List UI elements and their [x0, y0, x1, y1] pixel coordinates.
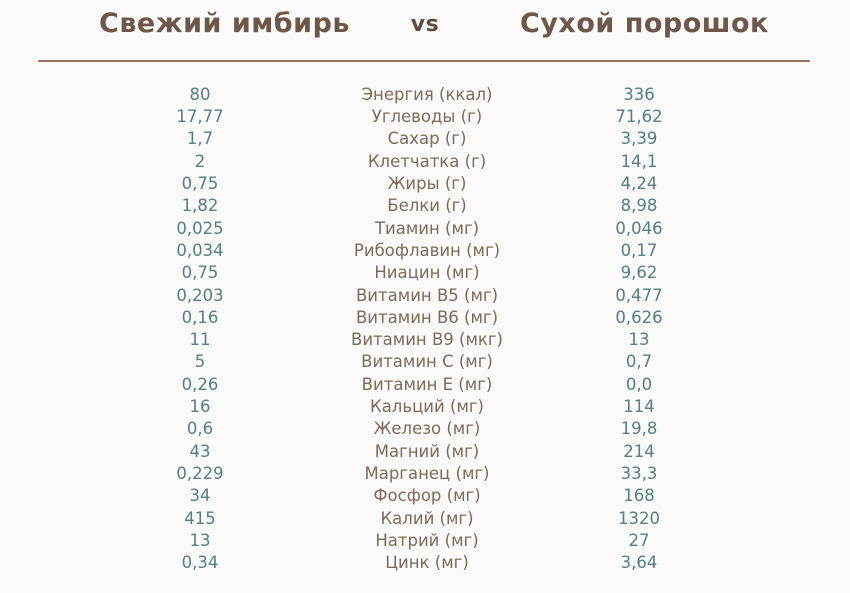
table-row: 43 Магний (мг) 214 — [0, 441, 850, 463]
right-column-title: Сухой порошок — [520, 8, 769, 39]
fresh-value: 11 — [189, 330, 211, 350]
dry-value: 0,626 — [615, 307, 663, 327]
table-row: 5 Витамин C (мг) 0,7 — [0, 352, 850, 374]
dry-value: 0,0 — [625, 374, 653, 394]
dry-value: 214 — [623, 441, 655, 461]
fresh-value: 80 — [189, 84, 211, 104]
nutrient-label: Калий (мг) — [380, 508, 474, 528]
nutrient-label: Витамин E (мг) — [361, 374, 493, 394]
dry-value: 0,17 — [620, 240, 658, 260]
fresh-value: 0,34 — [181, 553, 219, 573]
vs-label: vs — [410, 12, 440, 37]
fresh-value: 0,025 — [176, 218, 224, 238]
fresh-value: 0,75 — [181, 263, 219, 283]
dry-value: 0,477 — [615, 285, 663, 305]
table-row: 415 Калий (мг) 1320 — [0, 508, 850, 530]
nutrient-label: Сахар (г) — [387, 129, 467, 149]
fresh-value: 0,203 — [176, 285, 224, 305]
fresh-value: 0,75 — [181, 174, 219, 194]
table-row: 0,034 Рибофлавин (мг) 0,17 — [0, 240, 850, 262]
fresh-value: 13 — [189, 530, 211, 550]
table-row: 80 Энергия (ккал) 336 — [0, 84, 850, 106]
table-row: 0,229 Марганец (мг) 33,3 — [0, 463, 850, 485]
fresh-value: 1,82 — [181, 196, 219, 216]
nutrition-table: 80 Энергия (ккал) 336 17,77 Углеводы (г) 71,6… — [0, 84, 850, 575]
fresh-value: 0,26 — [181, 374, 219, 394]
dry-value: 13 — [628, 330, 650, 350]
fresh-value: 34 — [189, 486, 211, 506]
nutrient-label: Рибофлавин (мг) — [353, 240, 501, 260]
table-row: 2 Клетчатка (г) 14,1 — [0, 151, 850, 173]
nutrient-label: Марганец (мг) — [364, 463, 490, 483]
table-row: 0,203 Витамин B5 (мг) 0,477 — [0, 285, 850, 307]
dry-value: 1320 — [618, 508, 660, 528]
dry-value: 0,046 — [615, 218, 663, 238]
fresh-value: 43 — [189, 441, 211, 461]
dry-value: 19,8 — [620, 419, 658, 439]
comparison-header: Свежий имбирь vs Сухой порошок — [0, 8, 850, 48]
table-row: 34 Фосфор (мг) 168 — [0, 485, 850, 507]
table-row: 0,025 Тиамин (мг) 0,046 — [0, 218, 850, 240]
fresh-value: 1,7 — [186, 129, 214, 149]
dry-value: 3,39 — [620, 129, 658, 149]
nutrient-label: Витамин B9 (мкг) — [351, 330, 503, 350]
nutrient-label: Ниацин (мг) — [374, 263, 480, 283]
table-row: 1,82 Белки (г) 8,98 — [0, 195, 850, 217]
table-row: 0,75 Жиры (г) 4,24 — [0, 173, 850, 195]
table-row: 0,75 Ниацин (мг) 9,62 — [0, 262, 850, 284]
fresh-value: 0,16 — [181, 307, 219, 327]
dry-value: 9,62 — [620, 263, 658, 283]
nutrient-label: Магний (мг) — [374, 441, 480, 461]
nutrient-label: Витамин B6 (мг) — [355, 307, 499, 327]
fresh-value: 0,6 — [186, 419, 214, 439]
nutrient-label: Витамин B5 (мг) — [355, 285, 499, 305]
fresh-value: 415 — [184, 508, 216, 528]
nutrient-label: Натрий (мг) — [375, 530, 479, 550]
nutrient-label: Клетчатка (г) — [367, 151, 487, 171]
table-row: 16 Кальций (мг) 114 — [0, 396, 850, 418]
left-column-title: Свежий имбирь — [99, 8, 350, 39]
dry-value: 336 — [623, 84, 655, 104]
nutrient-label: Тиамин (мг) — [374, 218, 480, 238]
table-row: 0,16 Витамин B6 (мг) 0,626 — [0, 307, 850, 329]
dry-value: 33,3 — [620, 463, 658, 483]
dry-value: 3,64 — [620, 553, 658, 573]
nutrient-label: Углеводы (г) — [371, 107, 483, 127]
dry-value: 14,1 — [620, 151, 658, 171]
nutrient-label: Жиры (г) — [387, 174, 467, 194]
dry-value: 0,7 — [625, 352, 653, 372]
nutrient-label: Цинк (мг) — [385, 553, 469, 573]
fresh-value: 0,229 — [176, 463, 224, 483]
dry-value: 71,62 — [615, 107, 663, 127]
table-row: 13 Натрий (мг) 27 — [0, 530, 850, 552]
dry-value: 114 — [623, 397, 655, 417]
nutrient-label: Витамин C (мг) — [361, 352, 493, 372]
header-divider-line — [38, 60, 810, 62]
nutrient-label: Белки (г) — [387, 196, 467, 216]
nutrient-label: Кальций (мг) — [369, 397, 484, 417]
table-row: 11 Витамин B9 (мкг) 13 — [0, 329, 850, 351]
fresh-value: 17,77 — [176, 107, 224, 127]
table-row: 0,34 Цинк (мг) 3,64 — [0, 552, 850, 574]
fresh-value: 0,034 — [176, 240, 224, 260]
nutrient-label: Фосфор (мг) — [373, 486, 481, 506]
fresh-value: 16 — [189, 397, 211, 417]
dry-value: 8,98 — [620, 196, 658, 216]
table-row: 1,7 Сахар (г) 3,39 — [0, 129, 850, 151]
dry-value: 27 — [628, 530, 650, 550]
table-row: 0,6 Железо (мг) 19,8 — [0, 418, 850, 440]
nutrient-label: Энергия (ккал) — [361, 84, 493, 104]
table-row: 17,77 Углеводы (г) 71,62 — [0, 106, 850, 128]
fresh-value: 2 — [194, 151, 206, 171]
table-row: 0,26 Витамин E (мг) 0,0 — [0, 374, 850, 396]
nutrient-label: Железо (мг) — [373, 419, 481, 439]
dry-value: 4,24 — [620, 174, 658, 194]
dry-value: 168 — [623, 486, 655, 506]
fresh-value: 5 — [194, 352, 206, 372]
